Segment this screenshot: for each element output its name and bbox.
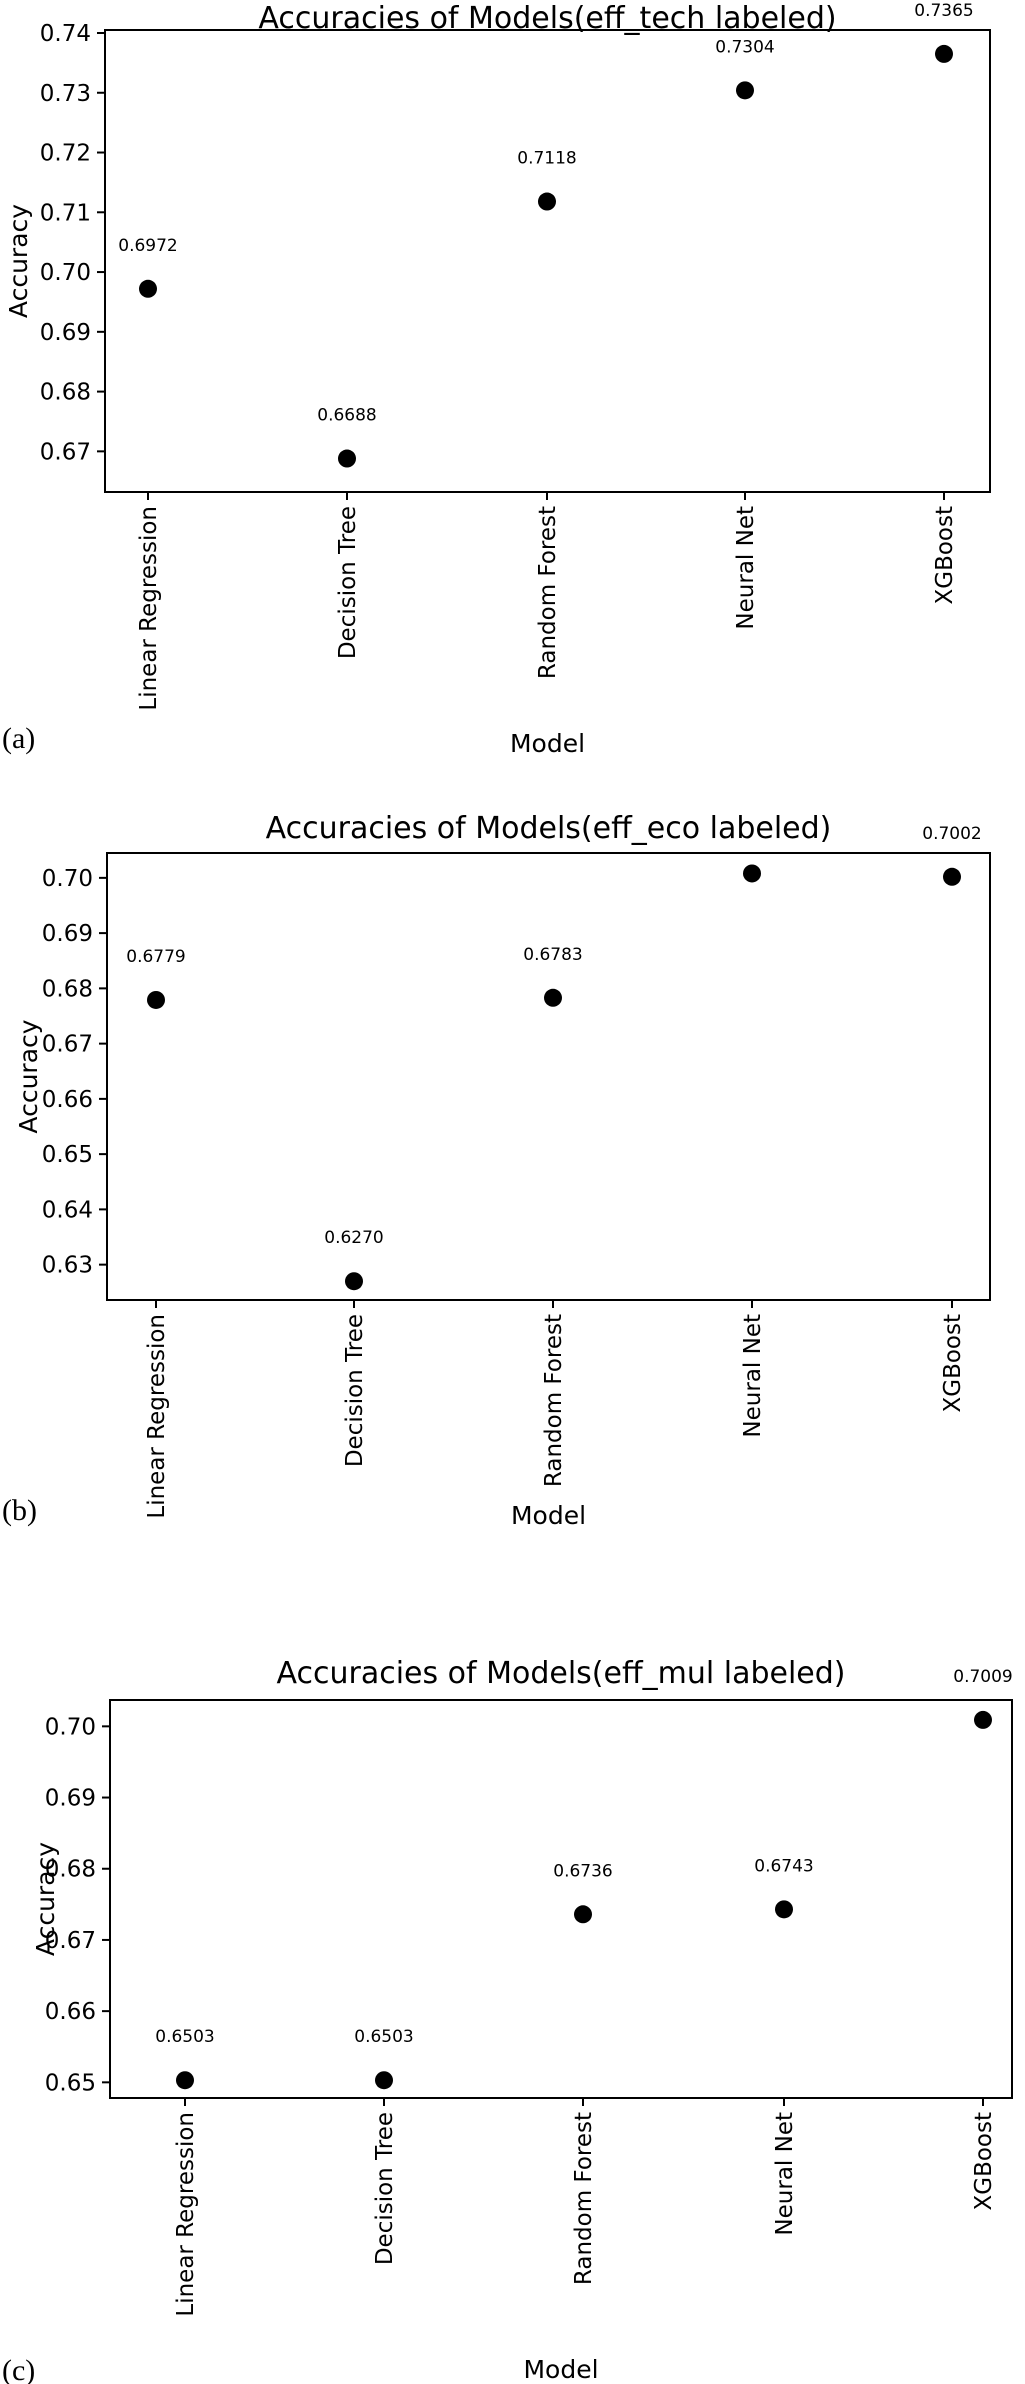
- data-point: [736, 81, 754, 100]
- data-point: [775, 1900, 793, 1919]
- y-tick-label: 0.67: [42, 1032, 93, 1058]
- data-label: 0.7365: [914, 1, 973, 21]
- chart-panel-2: Accuracies of Models(eff_eco labeled) 0.6…: [2, 811, 991, 1530]
- data-point: [935, 44, 953, 63]
- data-label: 0.7002: [922, 824, 981, 844]
- x-tick-label: Linear Regression: [173, 2112, 199, 2317]
- chart-panel-1: Accuracies of Models(eff_tech labeled)0.…: [2, 1, 991, 758]
- y-tick-label: 0.65: [45, 2070, 96, 2096]
- data-label: 0.6736: [553, 1861, 612, 1881]
- data-label: 0.6503: [354, 2027, 413, 2047]
- y-tick-label: 0.67: [45, 1928, 96, 1954]
- x-tick-label: Decision Tree: [335, 506, 361, 659]
- data-point: [538, 192, 556, 211]
- x-axis-label: Model: [523, 2355, 598, 2384]
- y-tick-label: 0.65: [42, 1142, 93, 1168]
- x-tick-label: Decision Tree: [372, 2112, 398, 2265]
- y-tick-label: 0.74: [40, 21, 91, 47]
- y-tick-label: 0.68: [40, 380, 91, 406]
- chart-panel-3: Accuracies of Models(eff_mul labeled) 0.6…: [2, 1656, 1013, 2384]
- data-point: [176, 2071, 194, 2090]
- y-tick-label: 0.73: [40, 81, 91, 107]
- y-tick-label: 0.71: [40, 200, 91, 226]
- y-axis-label: Accuracy: [31, 1842, 60, 1956]
- y-tick-label: 0.72: [40, 141, 91, 167]
- x-tick-label: XGBoost: [940, 1314, 966, 1413]
- y-tick-label: 0.70: [40, 260, 91, 286]
- y-tick-label: 0.69: [42, 921, 93, 947]
- x-tick-label: Linear Regression: [136, 506, 162, 711]
- y-tick-label: 0.66: [42, 1087, 93, 1113]
- x-tick-label: Neural Net: [733, 506, 759, 630]
- y-tick-label: 0.70: [45, 1714, 96, 1740]
- y-tick-label: 0.69: [45, 1786, 96, 1812]
- y-tick-label: 0.64: [42, 1197, 93, 1223]
- data-label: 0.7304: [715, 37, 774, 57]
- plot-frame: [104, 29, 991, 493]
- x-axis-label: Model: [510, 729, 585, 758]
- y-tick-label: 0.68: [45, 1857, 96, 1883]
- data-point: [139, 279, 157, 298]
- data-point: [943, 867, 961, 886]
- x-tick-label: XGBoost: [932, 506, 958, 605]
- data-point: [743, 864, 761, 883]
- x-tick-label: Linear Regression: [144, 1314, 170, 1519]
- x-axis-label: Model: [511, 1501, 586, 1530]
- data-label: 0.6503: [155, 2027, 214, 2047]
- y-tick-label: 0.69: [40, 320, 91, 346]
- chart-title: Accuracies of Models(eff_mul labeled): [276, 1656, 845, 1691]
- y-tick-label: 0.66: [45, 1999, 96, 2025]
- data-point: [147, 990, 165, 1009]
- data-label: 0.6270: [324, 1228, 383, 1248]
- y-tick-label: 0.67: [40, 439, 91, 465]
- x-tick-label: Random Forest: [541, 1314, 567, 1487]
- x-tick-label: Random Forest: [571, 2112, 597, 2285]
- panel-label: (a): [2, 722, 35, 755]
- data-point: [544, 988, 562, 1007]
- panel-label: (c): [2, 2354, 35, 2384]
- chart-title: Accuracies of Models(eff_eco labeled): [266, 811, 832, 846]
- plot-frame: [109, 1699, 1013, 2099]
- plot-frame: [106, 852, 991, 1301]
- x-tick-label: Neural Net: [740, 1314, 766, 1438]
- panel-label: (b): [2, 1494, 37, 1527]
- data-point: [574, 1905, 592, 1924]
- data-point: [345, 1272, 363, 1291]
- y-tick-label: 0.63: [42, 1253, 93, 1279]
- data-label: 0.7009: [953, 1667, 1012, 1687]
- x-tick-label: Neural Net: [772, 2112, 798, 2236]
- x-tick-label: Decision Tree: [342, 1314, 368, 1467]
- data-label: 0.6688: [317, 406, 376, 426]
- x-tick-label: XGBoost: [971, 2112, 997, 2211]
- y-tick-label: 0.68: [42, 976, 93, 1002]
- data-label: 0.6779: [126, 947, 185, 967]
- data-label: 0.6783: [523, 945, 582, 965]
- data-point: [375, 2071, 393, 2090]
- y-axis-label: Accuracy: [14, 1019, 43, 1133]
- data-point: [974, 1710, 992, 1729]
- data-label: 0.6972: [118, 236, 177, 256]
- y-tick-label: 0.70: [42, 866, 93, 892]
- y-axis-label: Accuracy: [4, 204, 33, 318]
- x-tick-label: Random Forest: [535, 506, 561, 679]
- data-label: 0.7118: [517, 149, 576, 169]
- data-label: 0.6743: [754, 1856, 813, 1876]
- data-point: [338, 449, 356, 468]
